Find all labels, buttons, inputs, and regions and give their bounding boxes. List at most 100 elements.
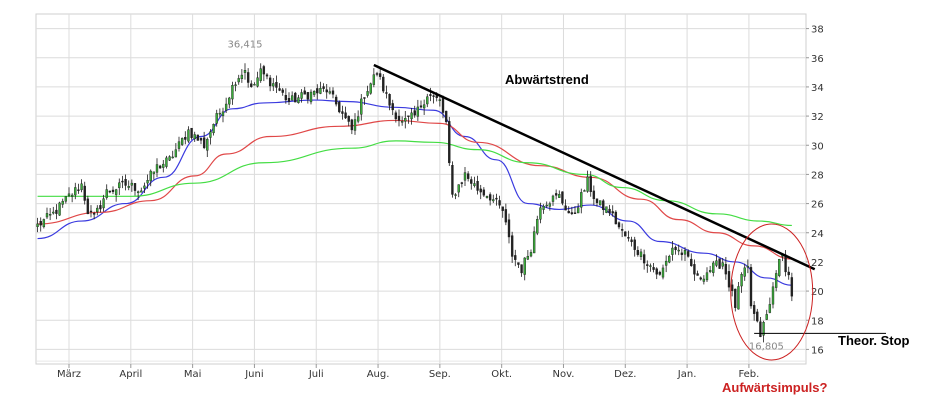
candle-body-down [338, 101, 341, 113]
candle [457, 184, 460, 198]
candle [778, 258, 781, 278]
x-tick-label: Dez. [614, 369, 636, 380]
candle-body-up [48, 214, 52, 216]
candle [243, 63, 247, 80]
candle-body-down [488, 194, 492, 201]
candle [583, 189, 586, 192]
candle [149, 169, 152, 187]
candle [608, 204, 611, 217]
candle-body-down [419, 105, 423, 108]
candle [705, 267, 709, 282]
candle-body-up [80, 183, 83, 191]
candle [86, 195, 90, 215]
candle-body-down [316, 88, 319, 94]
candle-body-down [303, 90, 306, 95]
candle [592, 185, 596, 206]
candle [45, 207, 49, 220]
candle-body-up [369, 83, 372, 94]
candle [344, 106, 347, 120]
candle-body-down [378, 73, 382, 77]
candle [338, 100, 341, 114]
candle [143, 182, 146, 193]
candle-body-up [130, 182, 134, 186]
candle-body-down [624, 231, 627, 237]
candle-body-up [360, 98, 363, 115]
candle-body-down [325, 89, 328, 93]
candle-body-up [74, 187, 77, 196]
trendline-label: Abwärtstrend [505, 72, 589, 87]
candle-body-up [240, 74, 244, 80]
candle-body-down [86, 198, 90, 215]
candle [369, 82, 372, 95]
ma-100-line [37, 119, 792, 260]
candle-body-down [479, 188, 482, 193]
candle-body-down [413, 110, 416, 116]
candle-body-down [561, 191, 564, 204]
candle [551, 194, 555, 206]
candle-body-down [184, 136, 187, 140]
candle [677, 244, 680, 256]
candle-body-down [680, 252, 684, 255]
candle-body-down [382, 76, 385, 92]
candle-body-down [202, 137, 206, 148]
candle-body-up [721, 262, 724, 267]
candle-body-down [99, 205, 102, 210]
candle-body-up [155, 164, 159, 173]
candle [199, 137, 203, 145]
candle [187, 126, 190, 143]
candle [548, 201, 552, 211]
candle-body-up [243, 70, 247, 73]
candle [83, 181, 86, 205]
candle [388, 93, 391, 111]
candle-body-up [353, 119, 357, 131]
candle [630, 236, 633, 247]
candle [554, 189, 558, 200]
candle-body-up [259, 68, 262, 81]
candle-body-down [570, 212, 574, 215]
candle [724, 256, 728, 280]
candle [517, 262, 520, 269]
candle-body-down [470, 179, 473, 184]
candle [114, 188, 118, 202]
candle-body-up [180, 138, 184, 145]
y-tick-label: 34 [811, 83, 824, 94]
candle [580, 188, 583, 214]
candle [36, 217, 39, 233]
candle-body-up [473, 183, 476, 186]
candle-body-down [507, 219, 511, 238]
candle [294, 91, 297, 103]
candle [702, 275, 706, 285]
candle [752, 301, 756, 321]
candle [624, 231, 627, 237]
candle [180, 137, 184, 147]
y-tick-label: 30 [811, 141, 824, 152]
candle-body-down [77, 189, 80, 191]
candle [473, 176, 476, 188]
candle-body-down [451, 165, 454, 195]
candle-body-up [297, 97, 300, 104]
candle [514, 249, 517, 267]
candle [617, 221, 621, 230]
candle-body-up [708, 270, 712, 273]
candle [762, 320, 765, 343]
candle [740, 272, 743, 293]
candle [611, 205, 614, 217]
candle [281, 87, 284, 96]
candle [70, 193, 74, 203]
candle [165, 155, 168, 169]
candle-body-down [589, 176, 592, 193]
candle [743, 263, 746, 281]
candle-body-up [256, 77, 259, 87]
candle [498, 195, 501, 209]
candle [42, 218, 46, 229]
candle [422, 99, 426, 115]
candle [419, 100, 423, 109]
candle-body-up [58, 202, 61, 216]
candle [385, 85, 388, 99]
candle [303, 86, 306, 95]
candle [297, 94, 300, 104]
candle [407, 115, 410, 124]
candle-body-down [196, 134, 200, 141]
candle [391, 99, 394, 116]
x-tick-label: Nov. [553, 369, 575, 380]
